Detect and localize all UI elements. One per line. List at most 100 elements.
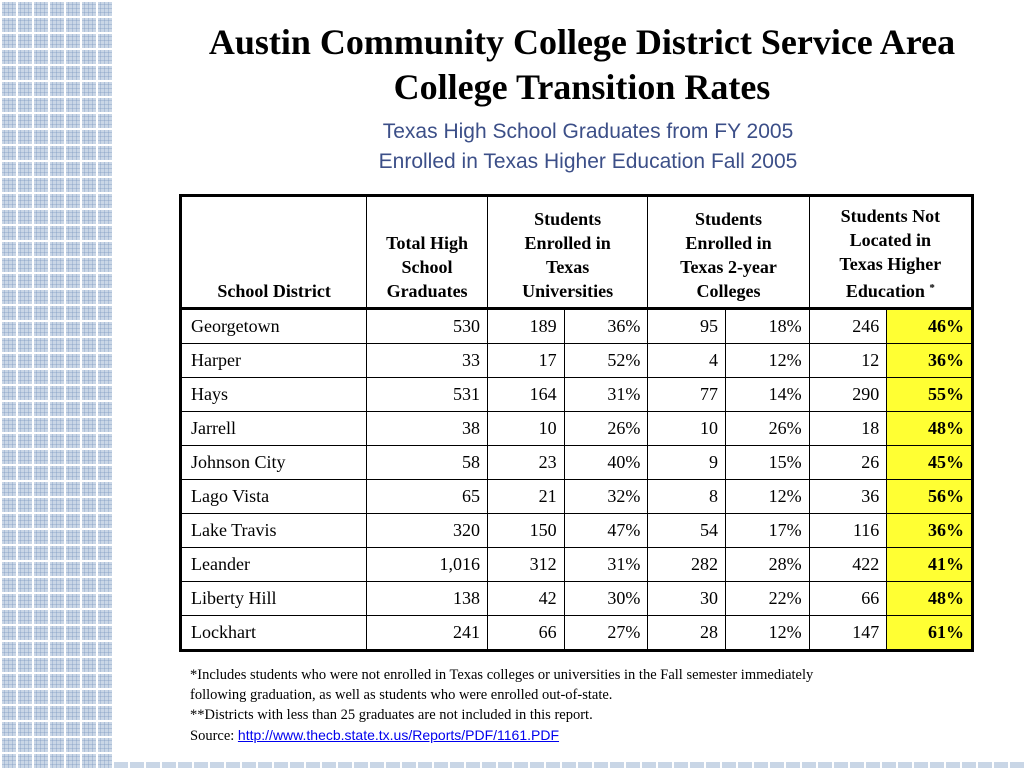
cell-district: Hays [179, 377, 368, 412]
cell-notlocated-pct: 56% [886, 479, 973, 514]
decorative-side-strip [0, 0, 112, 768]
cell-total: 1,016 [366, 547, 488, 582]
cell-univ-pct: 26% [563, 411, 649, 446]
cell-coll-pct: 17% [725, 513, 810, 548]
table-row: Lockhart 241 66 27% 28 12% 147 61% [179, 615, 973, 651]
cell-district: Johnson City [179, 445, 368, 480]
asterisk-mark: * [929, 282, 935, 294]
table-row: Lake Travis 320 150 47% 54 17% 116 36% [179, 513, 973, 548]
cell-coll-pct: 26% [725, 411, 810, 446]
cell-univ-count: 17 [486, 343, 565, 378]
cell-coll-count: 282 [647, 547, 727, 582]
cell-total: 531 [366, 377, 488, 412]
footnote-line-3: **Districts with less than 25 graduates … [190, 707, 593, 723]
cell-total: 33 [366, 343, 488, 378]
table-row: Liberty Hill 138 42 30% 30 22% 66 48% [179, 581, 973, 616]
transition-rates-table: School District Total High School Gradua… [179, 194, 974, 652]
cell-coll-pct: 28% [725, 547, 810, 582]
cell-coll-count: 30 [647, 581, 727, 616]
cell-district: Lockhart [179, 615, 368, 651]
cell-coll-pct: 12% [725, 343, 810, 378]
subtitle-line-2: Enrolled in Texas Higher Education Fall … [378, 150, 798, 173]
cell-univ-pct: 32% [563, 479, 649, 514]
header-school-district: School District [179, 195, 368, 309]
cell-coll-count: 77 [647, 377, 727, 412]
cell-total: 58 [366, 445, 488, 480]
footnote-line-1: *Includes students who were not enrolled… [190, 667, 814, 683]
cell-univ-count: 66 [486, 615, 565, 651]
table-row: Georgetown 530 189 36% 95 18% 246 46% [179, 307, 973, 344]
cell-coll-count: 10 [647, 411, 727, 446]
cell-coll-pct: 22% [725, 581, 810, 616]
cell-coll-count: 54 [647, 513, 727, 548]
cell-univ-pct: 40% [563, 445, 649, 480]
cell-coll-count: 4 [647, 343, 727, 378]
cell-notlocated-count: 12 [808, 343, 888, 378]
table-header-row: School District Total High School Gradua… [179, 195, 974, 309]
cell-notlocated-count: 26 [808, 445, 888, 480]
cell-district: Lake Travis [179, 513, 368, 548]
cell-notlocated-pct: 48% [886, 411, 973, 446]
cell-notlocated-pct: 46% [886, 307, 973, 344]
page-subtitle: Texas High School Graduates from FY 2005… [300, 117, 876, 177]
cell-univ-pct: 27% [563, 615, 649, 651]
source-line: Source: http://www.thecb.state.tx.us/Rep… [190, 725, 990, 746]
cell-univ-count: 21 [486, 479, 565, 514]
cell-notlocated-count: 18 [808, 411, 888, 446]
cell-univ-count: 312 [486, 547, 565, 582]
header-total-graduates: Total High School Graduates [366, 195, 488, 309]
cell-total: 65 [366, 479, 488, 514]
cell-univ-count: 10 [486, 411, 565, 446]
source-label: Source: [190, 728, 238, 744]
cell-notlocated-pct: 41% [886, 547, 973, 582]
cell-univ-pct: 52% [563, 343, 649, 378]
footnotes: *Includes students who were not enrolled… [190, 665, 990, 746]
cell-total: 138 [366, 581, 488, 616]
cell-notlocated-pct: 55% [886, 377, 973, 412]
cell-coll-pct: 12% [725, 615, 810, 651]
cell-notlocated-count: 290 [808, 377, 888, 412]
cell-total: 320 [366, 513, 488, 548]
cell-district: Harper [179, 343, 368, 378]
source-link[interactable]: http://www.thecb.state.tx.us/Reports/PDF… [237, 727, 560, 743]
table-row: Harper 33 17 52% 4 12% 12 36% [179, 343, 973, 378]
cell-district: Georgetown [179, 307, 368, 344]
cell-notlocated-count: 422 [808, 547, 888, 582]
header-universities: Students Enrolled in Texas Universities [486, 195, 649, 309]
cell-notlocated-pct: 36% [886, 343, 973, 378]
header-colleges: Students Enrolled in Texas 2-year Colleg… [647, 195, 810, 309]
page-title: Austin Community College District Servic… [150, 20, 1014, 110]
cell-univ-count: 23 [486, 445, 565, 480]
cell-notlocated-pct: 45% [886, 445, 973, 480]
cell-coll-pct: 15% [725, 445, 810, 480]
cell-notlocated-pct: 61% [886, 615, 973, 651]
cell-univ-count: 150 [486, 513, 565, 548]
subtitle-line-1: Texas High School Graduates from FY 2005 [382, 120, 794, 143]
cell-univ-pct: 31% [563, 377, 649, 412]
table-row: Hays 531 164 31% 77 14% 290 55% [179, 377, 973, 412]
table-row: Johnson City 58 23 40% 9 15% 26 45% [179, 445, 973, 480]
table-body: Georgetown 530 189 36% 95 18% 246 46% Harper 33 17… [179, 307, 973, 651]
cell-univ-count: 164 [486, 377, 565, 412]
decorative-bottom-strip [112, 762, 1024, 768]
cell-coll-count: 95 [647, 307, 727, 344]
footnote-line-2: following graduation, as well as student… [190, 687, 613, 703]
title-line-1: Austin Community College District Servic… [208, 22, 956, 62]
cell-notlocated-count: 36 [808, 479, 888, 514]
cell-univ-pct: 36% [563, 307, 649, 344]
cell-district: Jarrell [179, 411, 368, 446]
cell-total: 241 [366, 615, 488, 651]
cell-notlocated-count: 147 [808, 615, 888, 651]
header-not-located: Students Not Located in Texas Higher Edu… [808, 195, 974, 309]
cell-coll-pct: 18% [725, 307, 810, 344]
cell-coll-count: 9 [647, 445, 727, 480]
cell-district: Leander [179, 547, 368, 582]
table-row: Lago Vista 65 21 32% 8 12% 36 56% [179, 479, 973, 514]
cell-coll-count: 28 [647, 615, 727, 651]
cell-coll-pct: 12% [725, 479, 810, 514]
cell-notlocated-count: 116 [808, 513, 888, 548]
title-line-2: College Transition Rates [393, 67, 771, 107]
cell-district: Liberty Hill [179, 581, 368, 616]
cell-notlocated-count: 66 [808, 581, 888, 616]
table-row: Leander 1,016 312 31% 282 28% 422 41% [179, 547, 973, 582]
